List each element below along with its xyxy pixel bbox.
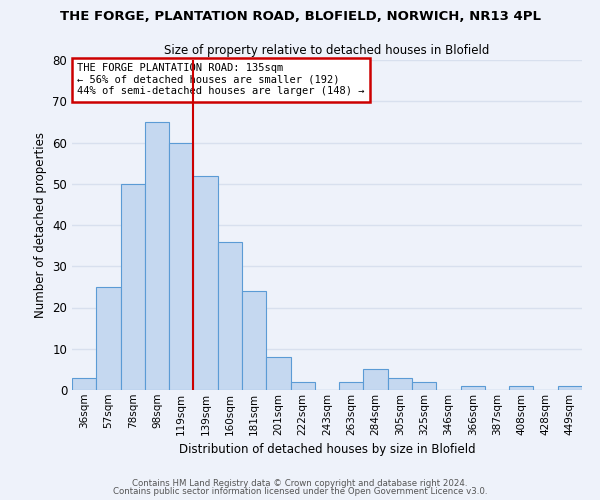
Bar (169, 142, 193, 390)
Bar (388, 378, 412, 390)
Bar (72, 378, 96, 390)
Text: THE FORGE PLANTATION ROAD: 135sqm
← 56% of detached houses are smaller (192)
44%: THE FORGE PLANTATION ROAD: 135sqm ← 56% … (77, 64, 365, 96)
Title: Size of property relative to detached houses in Blofield: Size of property relative to detached ho… (164, 44, 490, 58)
Y-axis label: Number of detached properties: Number of detached properties (34, 132, 47, 318)
Bar (339, 382, 364, 390)
Text: THE FORGE, PLANTATION ROAD, BLOFIELD, NORWICH, NR13 4PL: THE FORGE, PLANTATION ROAD, BLOFIELD, NO… (59, 10, 541, 23)
Bar (412, 382, 436, 390)
Bar (364, 370, 388, 390)
Bar (96, 287, 121, 390)
Bar (266, 357, 290, 390)
Bar (558, 386, 582, 390)
Bar (290, 382, 315, 390)
Bar (193, 176, 218, 390)
Bar (145, 122, 169, 390)
Bar (242, 291, 266, 390)
Text: Contains HM Land Registry data © Crown copyright and database right 2024.: Contains HM Land Registry data © Crown c… (132, 478, 468, 488)
X-axis label: Distribution of detached houses by size in Blofield: Distribution of detached houses by size … (179, 443, 475, 456)
Bar (461, 386, 485, 390)
Bar (121, 184, 145, 390)
Bar (218, 242, 242, 390)
Bar (509, 386, 533, 390)
Text: Contains public sector information licensed under the Open Government Licence v3: Contains public sector information licen… (113, 487, 487, 496)
